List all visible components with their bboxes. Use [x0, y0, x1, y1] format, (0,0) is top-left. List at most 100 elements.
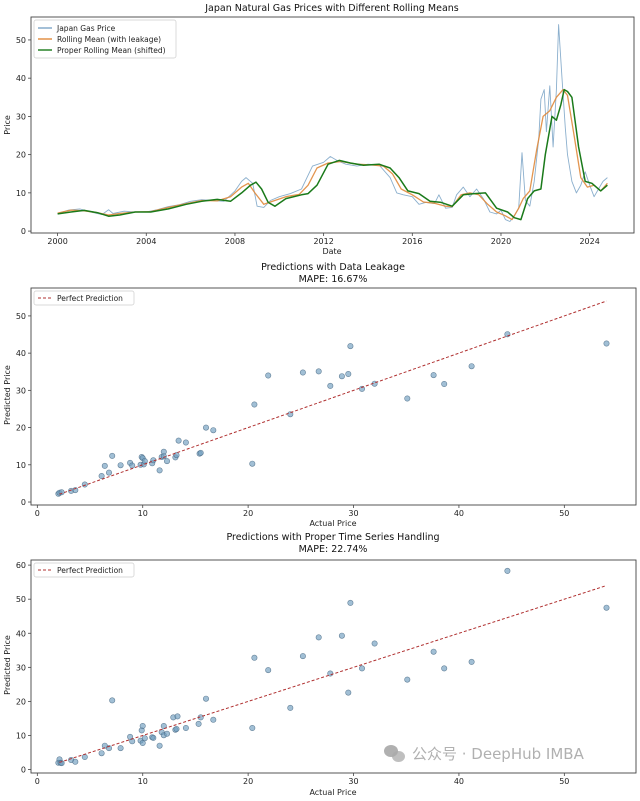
scatter-point — [98, 750, 105, 757]
scatter-point — [404, 395, 411, 402]
axes: 0 10 20 30 40 50 0 10 20 30 40 50 60 — [16, 559, 637, 786]
legend-box — [33, 290, 135, 306]
y-tick-label: 0 — [21, 227, 26, 236]
scatter-point — [249, 724, 256, 731]
x-tick-label: 30 — [348, 509, 358, 518]
scatter-point — [249, 460, 256, 467]
scatter-point — [441, 380, 448, 387]
y-tick-label: 0 — [21, 498, 26, 507]
scatter-point — [156, 742, 163, 749]
x-tick-label: 50 — [559, 777, 569, 786]
plot-frame — [30, 559, 637, 774]
scatter-point — [468, 658, 475, 665]
y-tick-label: 40 — [16, 629, 26, 638]
scatter-point — [98, 472, 105, 479]
y-tick-label: 60 — [16, 561, 26, 570]
plot-frame — [30, 16, 635, 234]
scatter-points-group — [55, 300, 610, 497]
y-tick-label: 50 — [16, 595, 26, 604]
legend-entry: Japan Gas Price — [56, 24, 116, 33]
scatter-point — [299, 369, 306, 376]
scatter-point — [504, 567, 511, 574]
scatter-point — [287, 704, 294, 711]
x-tick-label: 0 — [35, 509, 40, 518]
line-chart-gas-prices: Japan Natural Gas Prices with Different … — [3, 3, 635, 256]
scatter-point — [174, 713, 181, 720]
legend-entry: Perfect Prediction — [57, 566, 123, 575]
y-tick-label: 20 — [16, 151, 26, 160]
scatter-point — [430, 372, 437, 379]
legend: Japan Gas Price Rolling Mean (with leakag… — [33, 19, 177, 59]
x-tick-label: 2004 — [136, 237, 156, 246]
perfect-prediction-line — [59, 585, 607, 763]
x-tick-label: 2000 — [47, 237, 67, 246]
scatter-point — [81, 753, 88, 760]
y-tick-label: 10 — [16, 189, 26, 198]
scatter-point — [251, 401, 258, 408]
scatter-point — [338, 373, 345, 380]
y-tick-label: 30 — [16, 663, 26, 672]
scatter-point — [173, 725, 180, 732]
x-axis-label: Date — [322, 247, 341, 256]
y-tick-label: 20 — [16, 697, 26, 706]
scatter-point — [141, 735, 148, 742]
scatter-point — [265, 372, 272, 379]
scatter-point — [441, 665, 448, 672]
x-tick-label: 50 — [559, 509, 569, 518]
scatter-point — [156, 467, 163, 474]
y-tick-label: 30 — [16, 386, 26, 395]
scatter-point — [468, 363, 475, 370]
scatter-point — [58, 760, 65, 767]
watermark: 公众号 · DeepHub IMBA — [384, 745, 584, 763]
scatter-point — [371, 640, 378, 647]
x-tick-label: 2008 — [225, 237, 245, 246]
scatter-point — [210, 716, 217, 723]
scatter-point — [287, 411, 294, 418]
scatter-point — [106, 469, 113, 476]
x-tick-label: 0 — [35, 777, 40, 786]
scatter-point — [345, 370, 352, 377]
perfect-prediction-line — [59, 300, 607, 495]
chart-title: Predictions with Data Leakage — [261, 262, 405, 273]
legend-box — [33, 562, 135, 578]
legend-entry: Proper Rolling Mean (shifted) — [57, 46, 166, 55]
scatter-point — [345, 689, 352, 696]
y-axis-label: Predicted Price — [3, 635, 12, 695]
legend: Perfect Prediction — [33, 290, 135, 306]
x-tick-label: 2024 — [579, 237, 599, 246]
scatter-point — [347, 343, 354, 350]
scatter-point — [182, 439, 189, 446]
y-tick-label: 20 — [16, 424, 26, 433]
x-axis-label: Actual Price — [309, 519, 356, 528]
chart-title: Japan Natural Gas Prices with Different … — [204, 3, 459, 14]
x-tick-label: 2020 — [491, 237, 511, 246]
chart-subtitle: MAPE: 16.67% — [299, 274, 368, 285]
scatter-point — [358, 385, 365, 392]
x-tick-label: 2012 — [313, 237, 333, 246]
scatter-point — [117, 745, 124, 752]
scatter-point — [195, 720, 202, 727]
scatter-point — [164, 730, 171, 737]
scatter-point — [197, 449, 204, 456]
scatter-point — [203, 424, 210, 431]
scatter-point — [265, 667, 272, 674]
plot-frame — [30, 287, 637, 506]
x-tick-label: 30 — [348, 777, 358, 786]
series-line-2 — [57, 88, 608, 221]
legend-entry: Perfect Prediction — [57, 294, 123, 303]
y-axis-label: Predicted Price — [3, 365, 12, 425]
chart-title: Predictions with Proper Time Series Hand… — [226, 532, 439, 543]
y-tick-label: 10 — [16, 461, 26, 470]
scatter-point — [101, 462, 108, 469]
legend: Perfect Prediction — [33, 562, 135, 578]
scatter-point — [338, 632, 345, 639]
x-tick-label: 10 — [138, 777, 148, 786]
scatter-point — [404, 676, 411, 683]
x-axis-label: Actual Price — [309, 788, 356, 797]
wechat-icon — [384, 745, 406, 763]
x-tick-label: 20 — [243, 777, 253, 786]
scatter-point — [210, 427, 217, 434]
line-series-group — [57, 24, 608, 222]
y-tick-label: 0 — [21, 766, 26, 775]
